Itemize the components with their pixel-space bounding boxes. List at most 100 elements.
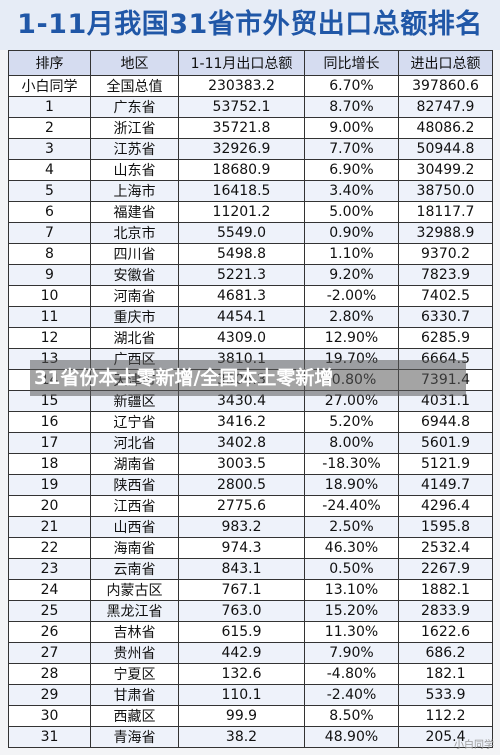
table-row: 3 江苏省 32926.9 7.70% 50944.8	[8, 138, 493, 160]
cell-yoy-growth: 1.10%	[304, 243, 399, 265]
cell-trade-total: 1595.8	[398, 516, 493, 538]
cell-trade-total: 38750.0	[398, 180, 493, 202]
cell-rank: 25	[8, 600, 91, 622]
cell-rank: 28	[8, 663, 91, 685]
cell-trade-total: 9370.2	[398, 243, 493, 265]
cell-trade-total: 30499.2	[398, 159, 493, 181]
cell-region: 内蒙古区	[90, 579, 179, 601]
cell-export-total: 843.1	[178, 558, 305, 580]
header-region: 地区	[90, 50, 179, 76]
cell-export-total: 767.1	[178, 579, 305, 601]
cell-rank: 27	[8, 642, 91, 664]
cell-export-total: 3416.2	[178, 411, 305, 433]
cell-rank: 7	[8, 222, 91, 244]
cell-trade-total: 48086.2	[398, 117, 493, 139]
table-row: 16 辽宁省 3416.2 5.20% 6944.8	[8, 411, 493, 433]
cell-trade-total: 1622.6	[398, 621, 493, 643]
cell-yoy-growth: 8.70%	[304, 96, 399, 118]
ranking-table-container: 排序 地区 1-11月出口总额 同比增长 进出口总额 小白同学 全国总值 23038…	[8, 50, 493, 748]
table-row: 24 内蒙古区 767.1 13.10% 1882.1	[8, 579, 493, 601]
cell-yoy-growth: 18.90%	[304, 474, 399, 496]
table-row: 11 重庆市 4454.1 2.80% 6330.7	[8, 306, 493, 328]
table-row: 23 云南省 843.1 0.50% 2267.9	[8, 558, 493, 580]
cell-export-total: 974.3	[178, 537, 305, 559]
cell-region: 河南省	[90, 285, 179, 307]
header-trade-total: 进出口总额	[398, 50, 493, 76]
table-row: 8 四川省 5498.8 1.10% 9370.2	[8, 243, 493, 265]
table-row: 小白同学 全国总值 230383.2 6.70% 397860.6	[8, 75, 493, 97]
cell-trade-total: 205.4	[398, 726, 493, 748]
cell-region: 江西省	[90, 495, 179, 517]
cell-trade-total: 533.9	[398, 684, 493, 706]
cell-trade-total: 50944.8	[398, 138, 493, 160]
table-row: 31 青海省 38.2 48.90% 205.4	[8, 726, 493, 748]
cell-export-total: 18680.9	[178, 159, 305, 181]
page-title: 1-11月我国31省市外贸出口总额排名	[17, 9, 483, 40]
cell-region: 上海市	[90, 180, 179, 202]
cell-trade-total: 7402.5	[398, 285, 493, 307]
table-row: 5 上海市 16418.5 3.40% 38750.0	[8, 180, 493, 202]
overlay-caption-bar	[30, 360, 466, 396]
cell-export-total: 11201.2	[178, 201, 305, 223]
cell-rank: 11	[8, 306, 91, 328]
title-banner	[0, 0, 500, 50]
cell-region: 重庆市	[90, 306, 179, 328]
table-row: 4 山东省 18680.9 6.90% 30499.2	[8, 159, 493, 181]
table-row: 21 山西省 983.2 2.50% 1595.8	[8, 516, 493, 538]
cell-export-total: 5498.8	[178, 243, 305, 265]
table-row: 25 黑龙江省 763.0 15.20% 2833.9	[8, 600, 493, 622]
cell-trade-total: 2833.9	[398, 600, 493, 622]
table-row: 12 湖北省 4309.0 12.90% 6285.9	[8, 327, 493, 349]
cell-yoy-growth: 15.20%	[304, 600, 399, 622]
cell-trade-total: 397860.6	[398, 75, 493, 97]
cell-region: 云南省	[90, 558, 179, 580]
cell-trade-total: 112.2	[398, 705, 493, 727]
cell-region: 山西省	[90, 516, 179, 538]
table-row: 7 北京市 5549.0 0.90% 32988.9	[8, 222, 493, 244]
cell-export-total: 983.2	[178, 516, 305, 538]
cell-trade-total: 4296.4	[398, 495, 493, 517]
cell-trade-total: 182.1	[398, 663, 493, 685]
cell-export-total: 4454.1	[178, 306, 305, 328]
table-row: 22 海南省 974.3 46.30% 2532.4	[8, 537, 493, 559]
table-row: 20 江西省 2775.6 -24.40% 4296.4	[8, 495, 493, 517]
cell-rank: 20	[8, 495, 91, 517]
cell-export-total: 16418.5	[178, 180, 305, 202]
cell-trade-total: 2532.4	[398, 537, 493, 559]
cell-region: 广东省	[90, 96, 179, 118]
cell-region: 浙江省	[90, 117, 179, 139]
cell-yoy-growth: 13.10%	[304, 579, 399, 601]
table-row: 30 西藏区 99.9 8.50% 112.2	[8, 705, 493, 727]
cell-region: 黑龙江省	[90, 600, 179, 622]
cell-export-total: 2800.5	[178, 474, 305, 496]
cell-rank: 5	[8, 180, 91, 202]
table-body: 小白同学 全国总值 230383.2 6.70% 397860.6 1 广东省 53752.1…	[8, 75, 493, 748]
cell-rank: 16	[8, 411, 91, 433]
cell-trade-total: 6285.9	[398, 327, 493, 349]
watermark-text: 小白同学	[454, 740, 494, 751]
table-row: 6 福建省 11201.2 5.00% 18117.7	[8, 201, 493, 223]
cell-export-total: 2775.6	[178, 495, 305, 517]
cell-rank: 22	[8, 537, 91, 559]
cell-yoy-growth: 0.50%	[304, 558, 399, 580]
cell-region: 湖北省	[90, 327, 179, 349]
cell-export-total: 442.9	[178, 642, 305, 664]
cell-region: 湖南省	[90, 453, 179, 475]
table-row: 17 河北省 3402.8 8.00% 5601.9	[8, 432, 493, 454]
cell-region: 北京市	[90, 222, 179, 244]
header-export-total: 1-11月出口总额	[178, 50, 305, 76]
cell-yoy-growth: 6.70%	[304, 75, 399, 97]
overlay-caption: 31省份本土零新增/全国本土零新增	[34, 367, 334, 389]
header-rank: 排序	[8, 50, 91, 76]
cell-region: 四川省	[90, 243, 179, 265]
cell-yoy-growth: 11.30%	[304, 621, 399, 643]
cell-export-total: 615.9	[178, 621, 305, 643]
cell-rank: 1	[8, 96, 91, 118]
cell-yoy-growth: 5.20%	[304, 411, 399, 433]
cell-yoy-growth: 9.20%	[304, 264, 399, 286]
cell-export-total: 32926.9	[178, 138, 305, 160]
cell-export-total: 3402.8	[178, 432, 305, 454]
cell-yoy-growth: -18.30%	[304, 453, 399, 475]
cell-export-total: 99.9	[178, 705, 305, 727]
cell-yoy-growth: 5.00%	[304, 201, 399, 223]
